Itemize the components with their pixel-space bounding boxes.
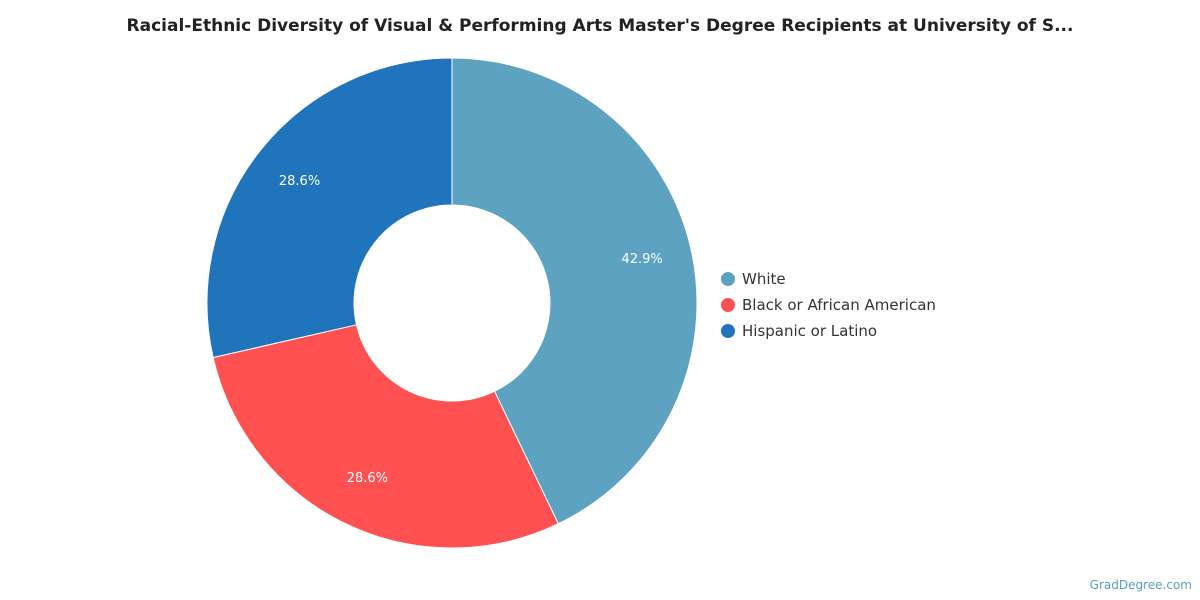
legend-label-black-or-african-american: Black or African American xyxy=(742,296,936,314)
legend-item-black-or-african-american[interactable]: Black or African American xyxy=(721,292,936,318)
chart-title: Racial-Ethnic Diversity of Visual & Perf… xyxy=(126,16,1074,36)
legend-marker-white xyxy=(721,272,735,286)
legend-label-hispanic-or-latino: Hispanic or Latino xyxy=(742,322,878,340)
slices-group xyxy=(206,57,698,549)
legend-marker-black-or-african-american xyxy=(721,298,735,312)
legend-item-hispanic-or-latino[interactable]: Hispanic or Latino xyxy=(721,318,936,344)
legend-marker-hispanic-or-latino xyxy=(721,324,735,338)
slice-label-black-or-african-american: 28.6% xyxy=(347,471,388,486)
watermark-link[interactable]: GradDegree.com xyxy=(1089,578,1192,592)
legend: White Black or African American Hispanic… xyxy=(721,266,936,344)
slice-label-hispanic-or-latino: 28.6% xyxy=(279,174,320,189)
slice-label-white: 42.9% xyxy=(621,252,662,267)
legend-label-white: White xyxy=(742,270,786,288)
slice-white[interactable] xyxy=(451,57,698,525)
slice-black-or-african-american[interactable] xyxy=(212,324,559,549)
slice-hispanic-or-latino[interactable] xyxy=(206,57,453,359)
legend-item-white[interactable]: White xyxy=(721,266,936,292)
slice-labels-group: 42.9% 28.6% 28.6% xyxy=(279,174,663,486)
